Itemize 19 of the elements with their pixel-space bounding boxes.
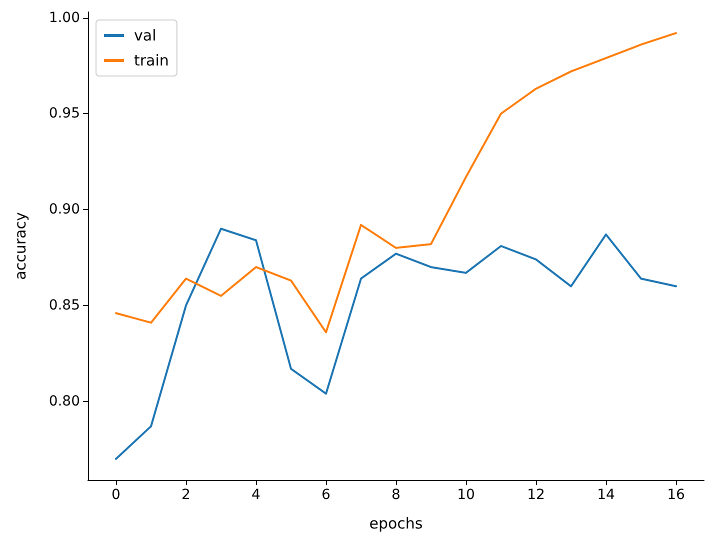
x-tick-label: 4: [252, 487, 261, 503]
x-tick-label: 16: [667, 487, 685, 503]
legend-label: train: [134, 52, 169, 70]
x-tick-label: 6: [322, 487, 331, 503]
legend-label: val: [134, 26, 156, 44]
y-axis-title: accuracy: [12, 212, 30, 280]
line-series: [115, 228, 677, 460]
y-tick-label: 0.90: [48, 202, 80, 218]
x-tick-label: 8: [392, 487, 400, 503]
x-tick-label: 0: [112, 487, 120, 503]
x-tick-label: 14: [597, 487, 615, 503]
y-tick-label: 0.95: [48, 106, 80, 122]
y-tick-label: 1.00: [48, 10, 80, 26]
y-tick-label: 0.85: [48, 297, 80, 314]
x-axis-title: epochs: [369, 514, 423, 532]
x-tick-label: 10: [457, 487, 475, 503]
x-tick-label: 2: [182, 487, 190, 503]
x-tick-label: 12: [527, 487, 545, 503]
y-tick-label: 0.80: [48, 393, 80, 410]
